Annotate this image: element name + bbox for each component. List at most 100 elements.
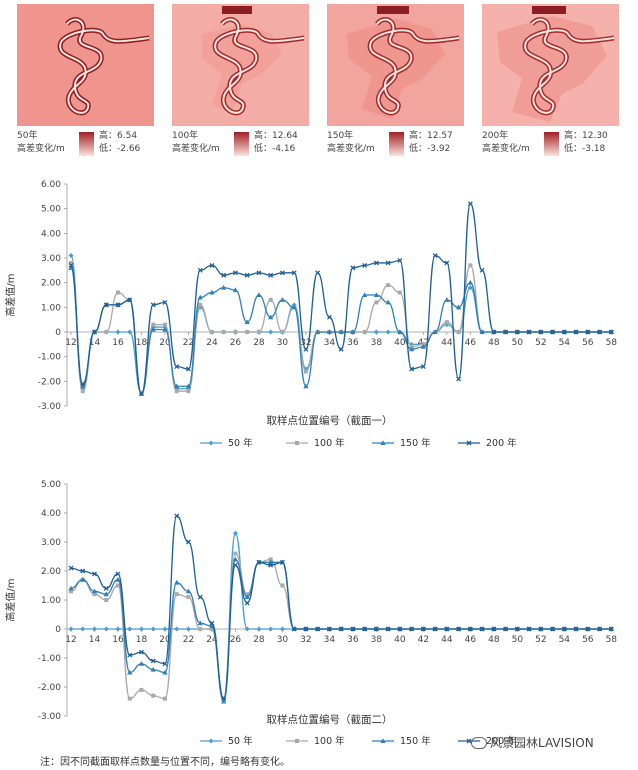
- point-marker: [268, 297, 273, 302]
- point-marker: [373, 292, 379, 297]
- point-marker: [127, 297, 133, 303]
- y-tick-label: -3.00: [38, 402, 62, 412]
- x-tick-label: 46: [465, 635, 477, 645]
- point-marker: [197, 594, 203, 600]
- point-marker: [244, 626, 250, 632]
- point-marker: [174, 383, 180, 389]
- point-marker: [468, 263, 473, 268]
- point-marker: [256, 559, 262, 565]
- point-marker: [197, 267, 203, 273]
- point-marker: [397, 329, 403, 334]
- point-marker: [68, 565, 74, 571]
- point-marker: [209, 627, 214, 631]
- point-marker: [186, 389, 191, 394]
- map-200yr-image: [482, 4, 619, 126]
- legend-item: 100 年: [286, 735, 345, 747]
- point-marker: [315, 270, 321, 276]
- point-marker: [503, 626, 509, 632]
- point-marker: [115, 302, 121, 308]
- y-tick-label: -1.00: [38, 353, 62, 363]
- series-line: [70, 552, 612, 700]
- point-marker: [279, 297, 286, 302]
- legend-item: 50 年: [200, 735, 253, 747]
- point-marker: [115, 329, 121, 335]
- legend-color-ramp: [544, 132, 559, 156]
- point-marker: [68, 585, 74, 591]
- x-tick-label: 56: [582, 635, 594, 645]
- y-tick-label: -3.00: [38, 712, 62, 722]
- legend-color-ramp: [79, 132, 94, 156]
- legend-item: 150 年: [372, 437, 431, 449]
- legend-item: 100 年: [286, 437, 345, 449]
- series-group: [68, 556, 614, 704]
- point-marker: [409, 366, 415, 372]
- point-marker: [514, 329, 520, 335]
- point-marker: [326, 626, 332, 632]
- series-group: [68, 201, 614, 397]
- point-marker: [608, 329, 614, 335]
- x-tick-label: 50: [512, 635, 524, 645]
- x-tick-label: 46: [465, 338, 477, 348]
- y-axis-label: 高差值/m: [4, 578, 17, 621]
- legend-color-ramp: [234, 132, 249, 156]
- x-tick-label: 42: [418, 635, 429, 645]
- point-marker: [127, 329, 133, 335]
- point-marker: [68, 253, 74, 259]
- x-axis-label: 取样点位置编号（截面二）: [267, 713, 393, 726]
- point-marker: [608, 626, 614, 632]
- point-marker: [268, 272, 274, 278]
- map-panels: 50年 高差变化/m 高：6.54 低：-2.66 100年 高差变化/m 高：…: [0, 0, 638, 160]
- point-marker: [385, 299, 391, 305]
- x-tick-label: 36: [347, 635, 359, 645]
- point-marker: [279, 559, 285, 565]
- map-50yr: [17, 4, 154, 126]
- point-marker: [92, 571, 97, 577]
- point-marker: [174, 579, 180, 585]
- series-group: [69, 260, 614, 396]
- x-tick-label: 18: [136, 635, 148, 645]
- point-marker: [232, 562, 238, 568]
- point-marker: [138, 661, 145, 666]
- point-marker: [373, 260, 379, 266]
- point-marker: [209, 330, 214, 334]
- point-marker: [185, 626, 191, 632]
- point-marker: [103, 626, 109, 632]
- point-marker: [139, 391, 144, 397]
- point-marker: [174, 513, 180, 519]
- point-marker: [92, 329, 97, 335]
- point-marker: [232, 556, 239, 562]
- legend-low: 低：-4.16: [254, 144, 296, 154]
- point-marker: [233, 551, 238, 556]
- map-legend-50yr: 50年 高差变化/m 高：6.54 低：-2.66: [17, 130, 167, 160]
- point-marker: [338, 329, 344, 334]
- point-marker: [244, 594, 250, 600]
- chat-bubble-icon: [471, 737, 487, 749]
- x-tick-label: 32: [300, 338, 311, 348]
- point-marker: [91, 588, 98, 594]
- point-marker: [69, 589, 73, 594]
- x-tick-label: 26: [230, 338, 242, 348]
- legend-year: 50年: [17, 131, 38, 141]
- point-marker: [268, 626, 274, 632]
- map-legend-100yr: 100年 高差变化/m 高：12.64 低：-4.16: [172, 130, 322, 160]
- map-50yr-image: [17, 4, 154, 126]
- point-marker: [115, 583, 120, 588]
- point-marker: [139, 649, 144, 655]
- y-tick-label: 1.00: [41, 596, 61, 606]
- point-marker: [162, 669, 168, 675]
- point-marker: [280, 330, 285, 334]
- point-marker: [150, 626, 156, 632]
- legend-variable: 高差变化/m: [17, 144, 65, 154]
- point-marker: [256, 270, 262, 276]
- legend-label: 150 年: [400, 735, 431, 747]
- x-tick-label: 14: [89, 635, 101, 645]
- y-tick-label: 5.00: [41, 480, 61, 490]
- x-tick-label: 22: [183, 338, 194, 348]
- point-marker: [374, 300, 379, 305]
- point-marker: [491, 329, 497, 335]
- point-marker: [491, 626, 497, 632]
- point-marker: [268, 557, 273, 562]
- point-marker: [397, 626, 403, 632]
- x-tick-label: 50: [512, 338, 524, 348]
- point-marker: [303, 383, 309, 389]
